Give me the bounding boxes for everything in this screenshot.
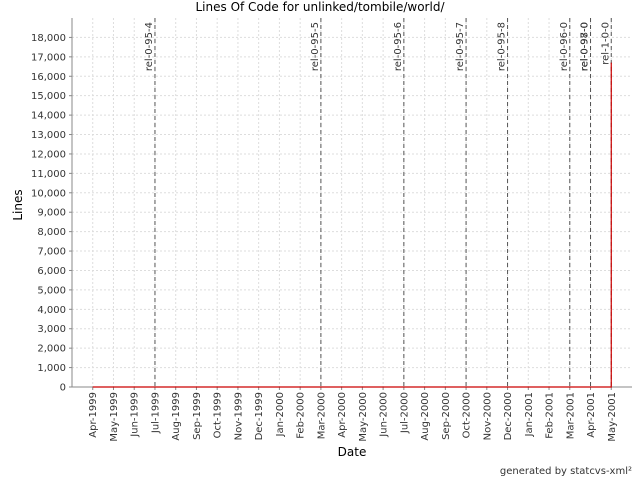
- y-tick-label: 8,000: [37, 227, 66, 238]
- x-tick-label: Mar-2000: [316, 392, 327, 439]
- y-tick-label: 4,000: [37, 305, 66, 316]
- y-tick-label: 9,000: [37, 208, 66, 219]
- x-tick-label: Aug-2000: [420, 392, 431, 441]
- y-axis-label: Lines: [11, 189, 25, 220]
- y-tick-label: 2,000: [37, 344, 66, 355]
- release-label: rel-1-0-0: [600, 22, 611, 65]
- release-label: rel-0-95-6: [393, 22, 404, 71]
- footer: generated by statcvs-xml²: [500, 466, 632, 477]
- chart-title: Lines Of Code for unlinked/tombile/world…: [196, 0, 446, 14]
- x-tick-label: Oct-1999: [213, 392, 224, 438]
- y-tick-label: 15,000: [31, 91, 66, 102]
- y-tick-label: 3,000: [37, 324, 66, 335]
- x-tick-label: Dec-2000: [503, 392, 514, 440]
- x-tick-label: Jun-1999: [130, 392, 141, 438]
- y-tick-label: 14,000: [31, 111, 66, 122]
- release-label: rel-0-95-5: [310, 22, 321, 71]
- x-tick-label: Feb-2001: [545, 392, 556, 439]
- y-tick-label: 13,000: [31, 130, 66, 141]
- x-tick-label: Jan-2001: [524, 392, 535, 437]
- x-axis-label: Date: [338, 445, 367, 459]
- y-tick-label: 5,000: [37, 285, 66, 296]
- x-tick-label: Jan-2000: [275, 392, 286, 437]
- x-tick-label: Jun-2000: [379, 392, 390, 438]
- y-tick-label: 1,000: [37, 363, 66, 374]
- x-tick-label: Sep-1999: [192, 392, 203, 440]
- y-tick-label: 0: [60, 383, 66, 394]
- y-tick-label: 11,000: [31, 169, 66, 180]
- x-tick-label: Mar-2001: [565, 392, 576, 439]
- y-tick-label: 6,000: [37, 266, 66, 277]
- plot-area: [72, 18, 632, 387]
- y-tick-label: 18,000: [31, 33, 66, 44]
- release-label: rel-0-95-8: [497, 22, 508, 71]
- x-tick-label: Nov-2000: [482, 392, 493, 440]
- y-tick-label: 12,000: [31, 149, 66, 160]
- x-tick-label: May-2001: [607, 392, 618, 442]
- x-tick-label: Sep-2000: [441, 392, 452, 440]
- release-label: rel-0-98-0: [580, 22, 591, 71]
- x-tick-label: Jul-1999: [150, 392, 161, 434]
- release-label: rel-0-97-0: [580, 22, 591, 71]
- x-tick-label: Apr-1999: [88, 392, 99, 438]
- x-tick-label: Apr-2001: [586, 392, 597, 438]
- release-label: rel-0-96-0: [559, 22, 570, 71]
- x-tick-label: May-2000: [358, 392, 369, 442]
- x-tick-label: Dec-1999: [254, 392, 265, 440]
- x-tick-label: Jul-2000: [399, 392, 410, 434]
- x-tick-label: Aug-1999: [171, 392, 182, 441]
- release-label: rel-0-95-4: [144, 22, 155, 71]
- y-tick-label: 10,000: [31, 188, 66, 199]
- x-tick-label: Oct-2000: [462, 392, 473, 438]
- x-tick-label: Apr-2000: [337, 392, 348, 438]
- data-line: [92, 62, 612, 388]
- release-label: rel-0-95-7: [455, 22, 466, 71]
- x-tick-label: Feb-2000: [296, 392, 307, 439]
- y-tick-label: 7,000: [37, 247, 66, 258]
- x-tick-label: May-1999: [109, 392, 120, 442]
- y-tick-label: 16,000: [31, 72, 66, 83]
- x-tick-label: Nov-1999: [233, 392, 244, 440]
- y-tick-label: 17,000: [31, 52, 66, 63]
